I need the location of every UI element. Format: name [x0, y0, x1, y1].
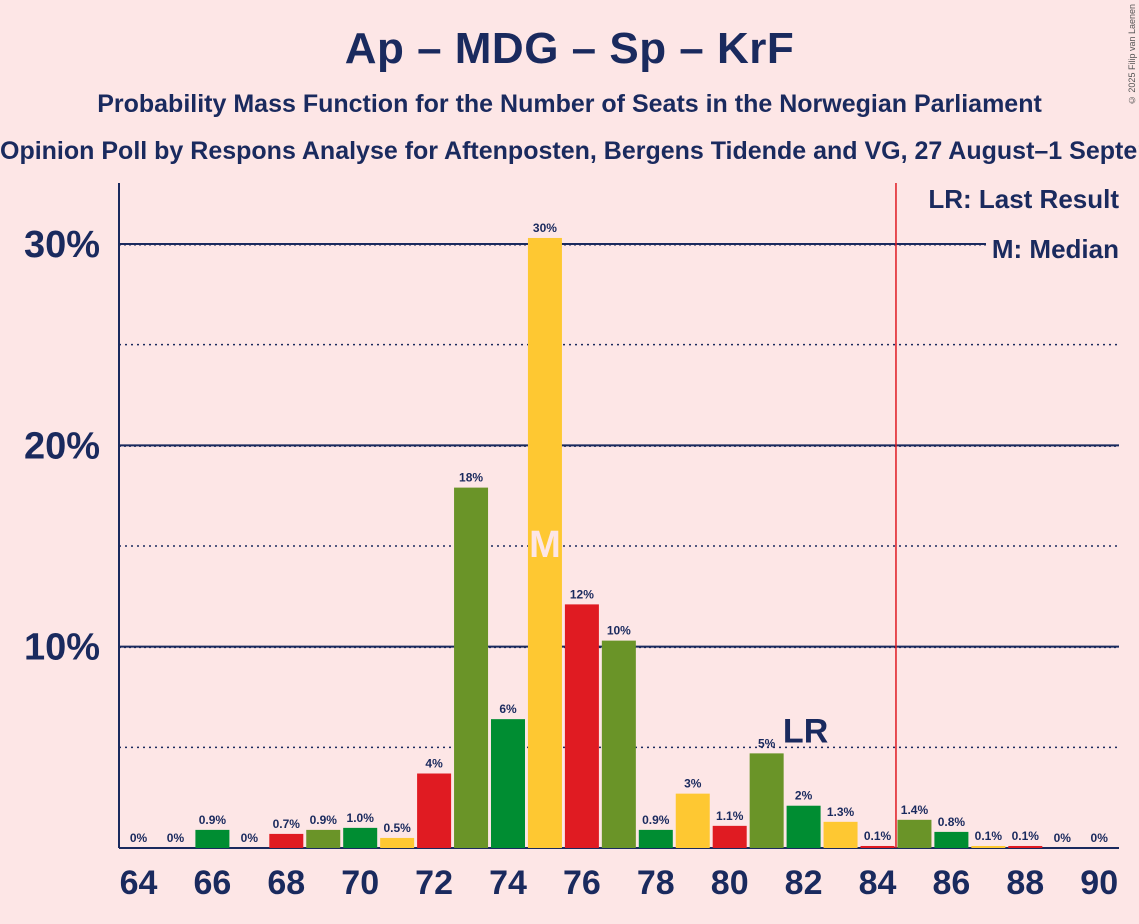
bar-seats-70	[343, 827, 378, 848]
bar-seats-83	[823, 821, 858, 848]
x-tick-label: 86	[932, 864, 970, 902]
x-tick-label: 66	[193, 864, 231, 902]
bar-label-90: 0%	[1091, 831, 1109, 845]
x-tick-label: 70	[341, 864, 379, 902]
bar-label-81: 5%	[758, 736, 776, 750]
bar-seats-84	[860, 845, 895, 848]
bar-seats-86	[934, 831, 969, 848]
x-tick-label: 90	[1080, 864, 1118, 902]
bar-seats-78	[638, 829, 673, 848]
y-tick-label: 10%	[24, 627, 100, 669]
last-result-marker: LR	[783, 713, 828, 751]
x-tick-label: 78	[637, 864, 675, 902]
bar-seats-79	[675, 793, 710, 848]
bar-seats-82	[786, 805, 821, 848]
bar-label-88: 0.1%	[1012, 829, 1040, 843]
bar-label-65: 0%	[167, 831, 185, 845]
bar-seats-73	[454, 487, 489, 848]
bar-label-67: 0%	[241, 831, 259, 845]
bar-label-74: 6%	[499, 702, 517, 716]
bar-label-87: 0.1%	[975, 829, 1003, 843]
bar-label-69: 0.9%	[310, 813, 338, 827]
x-tick-label: 82	[785, 864, 823, 902]
x-tick-label: 88	[1006, 864, 1044, 902]
chart-title: Ap – MDG – Sp – KrF	[344, 24, 795, 73]
bar-seats-71	[380, 837, 415, 848]
bar-seats-76	[564, 604, 599, 848]
x-tick-label: 80	[711, 864, 749, 902]
bar-label-78: 0.9%	[642, 813, 670, 827]
y-tick-label: 20%	[24, 425, 100, 467]
bar-seats-68	[269, 833, 304, 848]
bar-label-83: 1.3%	[827, 805, 855, 819]
bar-label-76: 12%	[570, 587, 594, 601]
bar-label-75: 30%	[533, 221, 557, 235]
legend-median: M: Median	[985, 234, 1119, 265]
chart-subtitle: Probability Mass Function for the Number…	[97, 90, 1042, 118]
bar-seats-80	[712, 825, 747, 848]
bar-label-68: 0.7%	[273, 817, 301, 831]
bar-label-89: 0%	[1054, 831, 1072, 845]
x-tick-label: 76	[563, 864, 601, 902]
bar-label-84: 0.1%	[864, 829, 892, 843]
x-tick-label: 72	[415, 864, 453, 902]
bar-seats-85	[897, 819, 932, 848]
median-marker: M	[529, 524, 561, 566]
bar-seats-77	[601, 640, 636, 848]
x-tick-label: 64	[120, 864, 158, 902]
bar-label-64: 0%	[130, 831, 148, 845]
x-tick-label: 84	[859, 864, 897, 902]
x-tick-label: 74	[489, 864, 527, 902]
bar-seats-74	[491, 719, 525, 848]
bar-label-77: 10%	[607, 624, 631, 638]
bar-label-72: 4%	[425, 757, 443, 771]
bar-label-86: 0.8%	[938, 815, 966, 829]
y-tick-label: 30%	[24, 224, 100, 266]
legend-last-result: LR: Last Result	[922, 184, 1119, 215]
bar-label-85: 1.4%	[901, 803, 929, 817]
bar-label-71: 0.5%	[383, 821, 411, 835]
bar-label-79: 3%	[684, 777, 702, 791]
chart-source: Opinion Poll by Respons Analyse for Afte…	[0, 137, 1139, 165]
bar-seats-72	[417, 773, 452, 848]
x-tick-label: 68	[267, 864, 305, 902]
bar-label-70: 1.0%	[347, 811, 375, 825]
bar-label-82: 2%	[795, 789, 813, 803]
bar-label-73: 18%	[459, 471, 483, 485]
bar-seats-88	[1008, 845, 1043, 848]
bar-seats-66	[195, 829, 230, 848]
bar-label-80: 1.1%	[716, 809, 744, 823]
bar-seats-81	[749, 753, 784, 848]
bar-seats-75	[527, 237, 562, 848]
bar-seats-87	[971, 845, 1006, 848]
bar-label-66: 0.9%	[199, 813, 227, 827]
bar-seats-69	[306, 829, 341, 848]
